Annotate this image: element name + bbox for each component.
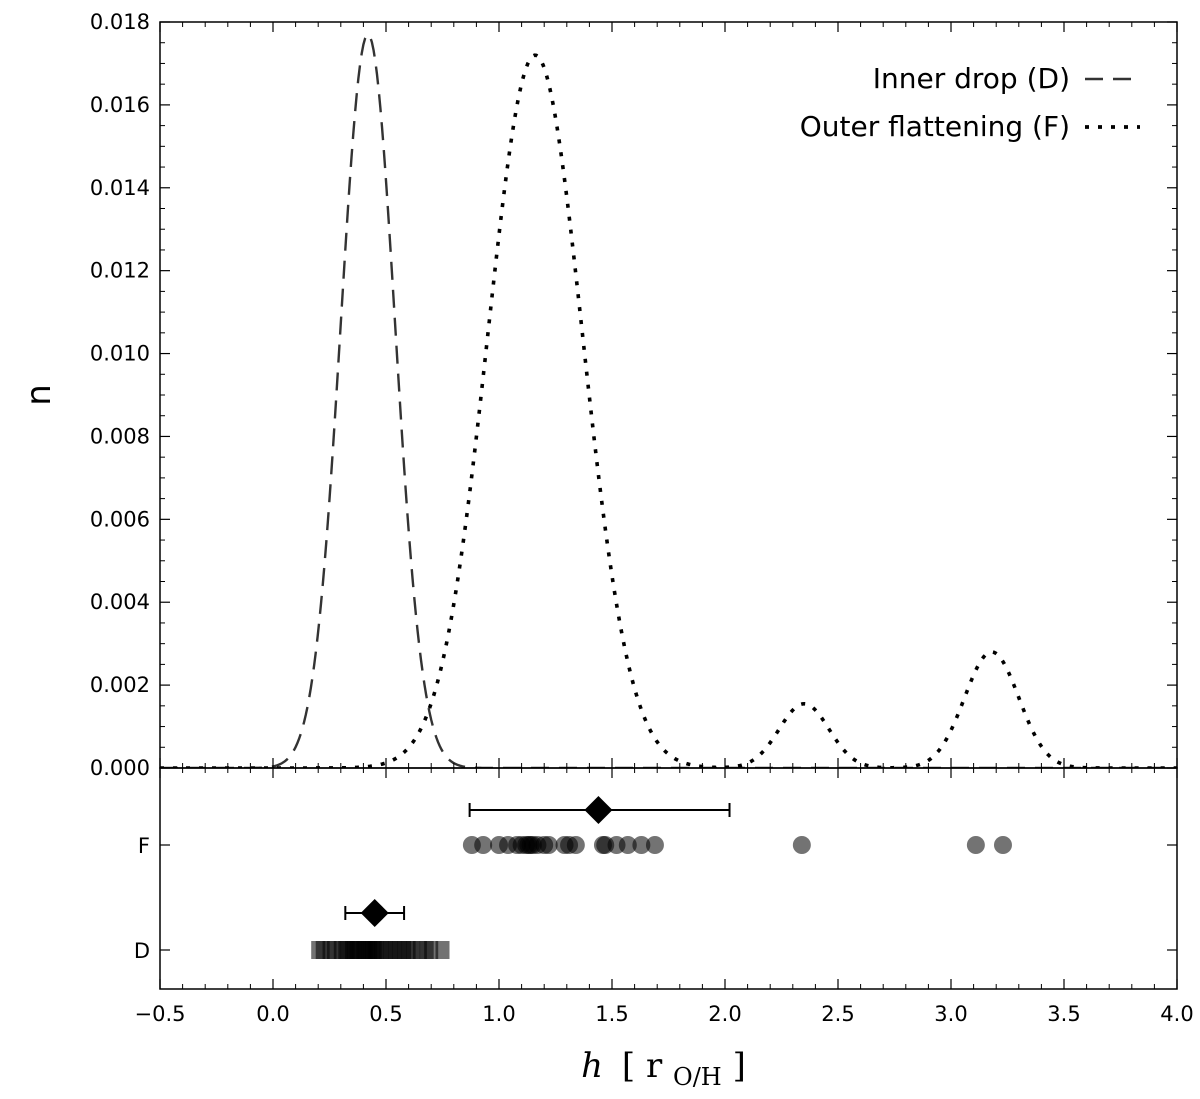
y-tick-label-9: 0.018 <box>90 10 150 34</box>
point-F-12 <box>539 836 558 854</box>
lower-panel-marks <box>311 796 1012 959</box>
x-tick-label-6: 2.5 <box>821 1002 854 1026</box>
point-D-29 <box>435 941 450 959</box>
x-axis-label-var: h <box>581 1046 603 1086</box>
point-F-1 <box>474 836 493 854</box>
point-F-21 <box>645 836 664 854</box>
mean-marker-F <box>584 796 613 824</box>
x-axis-label-bracket-close: ] <box>733 1046 746 1086</box>
legend-label-0: Inner drop (D) <box>873 62 1070 95</box>
x-tick-label-1: 0.0 <box>256 1002 289 1026</box>
legend-label-1: Outer flattening (F) <box>800 110 1070 143</box>
axis-labels: n h [ r O/H ] <box>19 384 746 1094</box>
y-tick-label-7: 0.014 <box>90 176 150 200</box>
legend: Inner drop (D) Outer flattening (F) <box>800 62 1140 143</box>
mean-marker-D <box>360 899 389 927</box>
point-F-24 <box>993 836 1012 854</box>
lower-frame <box>159 767 1178 990</box>
x-axis-label-unit: r <box>646 1046 663 1086</box>
y-axis-label: n <box>19 384 59 406</box>
x-tick-label-4: 1.5 <box>595 1002 628 1026</box>
point-F-20 <box>632 836 651 854</box>
x-tick-label-9: 4.0 <box>1160 1002 1193 1026</box>
y-tick-label-1: 0.002 <box>90 673 150 697</box>
point-F-15 <box>566 836 585 854</box>
y-tick-label-5: 0.010 <box>90 342 150 366</box>
point-F-22 <box>792 836 811 854</box>
x-tick-label-7: 3.0 <box>934 1002 967 1026</box>
upper-panel-curves <box>160 33 1177 768</box>
x-axis-label: h [ r O/H ] <box>581 1046 746 1094</box>
x-axis-label-bracket-open: [ <box>622 1046 635 1086</box>
axes-frames <box>159 21 1178 990</box>
point-D-28 <box>424 941 439 959</box>
x-tick-label-2: 0.5 <box>369 1002 402 1026</box>
series-line-0 <box>160 33 1177 768</box>
point-F-19 <box>618 836 637 854</box>
x-tick-label-0: −0.5 <box>135 1002 186 1026</box>
x-tick-label-5: 2.0 <box>708 1002 741 1026</box>
x-tick-label-3: 1.0 <box>482 1002 515 1026</box>
y-tick-label-6: 0.012 <box>90 259 150 283</box>
y-tick-label-0: 0.000 <box>90 756 150 780</box>
y-tick-label-4: 0.008 <box>90 424 150 448</box>
y-tick-label-3: 0.006 <box>90 507 150 531</box>
x-tick-label-8: 3.5 <box>1047 1002 1080 1026</box>
axis-ticks: 0.000 0.002 0.004 0.006 0.008 0.010 0.012 0.014… <box>90 10 1194 1026</box>
point-F-23 <box>966 836 985 854</box>
x-axis-label-unit-sub: O/H <box>673 1063 722 1091</box>
series-line-1 <box>160 53 1177 768</box>
y-tick-label-2: 0.004 <box>90 590 150 614</box>
y-tick-label-8: 0.016 <box>90 93 150 117</box>
cat-tick-label-D: D <box>134 939 150 963</box>
cat-tick-label-F: F <box>138 834 150 858</box>
